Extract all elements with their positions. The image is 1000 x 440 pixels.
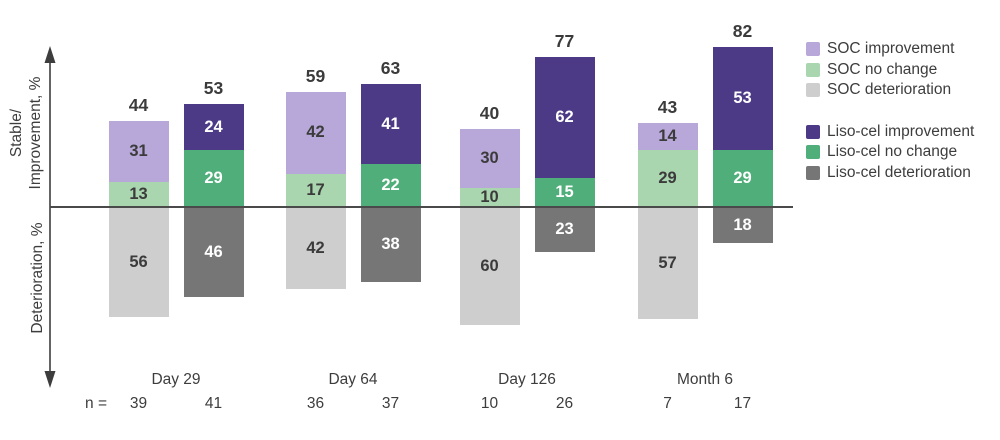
legend-item: Liso-cel improvement: [806, 122, 974, 143]
bar-segment-no-change: 15: [534, 177, 595, 207]
y-axis-arrow: [44, 46, 56, 388]
n-value: 37: [381, 395, 400, 412]
legend-label: SOC improvement: [827, 40, 955, 58]
bar-total-label: 43: [657, 97, 678, 118]
legend-label: SOC deterioration: [827, 81, 952, 99]
bar-segment-no-change: 29: [637, 150, 698, 207]
y-axis-upper-label: Stable/ Improvement, %: [8, 76, 44, 190]
bar-total-label: 44: [128, 95, 149, 116]
legend-group: Liso-cel improvement Liso-cel no change Li…: [806, 122, 974, 184]
bar-segment-deterioration: 42: [285, 207, 346, 290]
n-value: 7: [663, 395, 672, 412]
arrow-up-icon: [44, 46, 56, 63]
bar-total-label: 59: [305, 65, 326, 86]
bar-segment-no-change: 10: [459, 187, 520, 207]
y-axis-lower-label: Deterioration, %: [29, 222, 46, 334]
legend-swatch-icon: [806, 145, 820, 160]
legend-item: Liso-cel no change: [806, 142, 974, 163]
x-axis-group-label: Day 64: [328, 371, 378, 388]
bar-segment-improvement: 24: [183, 103, 244, 151]
bar-segment-improvement: 30: [459, 129, 520, 188]
bar-segment-improvement: 14: [637, 123, 698, 151]
legend: SOC improvement SOC no change SOC deterior…: [806, 39, 974, 183]
legend-swatch-icon: [806, 42, 820, 57]
bar-total-label: 63: [380, 58, 401, 79]
bar-segment-improvement: 62: [534, 56, 595, 178]
bar-total-label: 82: [732, 21, 753, 42]
legend-label: Liso-cel no change: [827, 143, 958, 161]
bar-segment-deterioration: 38: [360, 207, 421, 282]
bar-total-label: 53: [203, 77, 224, 98]
bar-segment-no-change: 13: [108, 181, 169, 207]
legend-swatch-icon: [806, 165, 820, 180]
bar-segment-no-change: 29: [712, 150, 773, 207]
bar-segment-improvement: 53: [712, 47, 773, 151]
n-equals-label: n =: [85, 395, 107, 412]
bar-segment-deterioration: 56: [108, 207, 169, 317]
legend-item: SOC deterioration: [806, 80, 974, 101]
x-axis-group-label: Day 29: [151, 371, 201, 388]
legend-swatch-icon: [806, 124, 820, 139]
bar-segment-no-change: 17: [285, 173, 346, 207]
bar-segment-deterioration: 57: [637, 207, 698, 319]
legend-label: SOC no change: [827, 60, 938, 78]
bar-segment-improvement: 41: [360, 84, 421, 165]
x-axis-group-label: Month 6: [676, 371, 733, 388]
legend-swatch-icon: [806, 83, 820, 98]
n-value: 36: [306, 395, 325, 412]
bar-segment-improvement: 42: [285, 91, 346, 174]
bar-segment-deterioration: 23: [534, 207, 595, 253]
zero-baseline: [50, 206, 793, 208]
n-value: 41: [204, 395, 223, 412]
x-axis-group-label: Day 126: [498, 371, 556, 388]
bar-segment-deterioration: 18: [712, 207, 773, 243]
bar-total-label: 77: [554, 30, 575, 51]
arrow-down-icon: [44, 371, 56, 388]
bar-segment-improvement: 31: [108, 121, 169, 182]
n-value: 10: [480, 395, 499, 412]
legend-item: Liso-cel deterioration: [806, 163, 974, 184]
bar-segment-deterioration: 60: [459, 207, 520, 325]
legend-item: SOC no change: [806, 60, 974, 81]
bar-segment-no-change: 22: [360, 164, 421, 207]
legend-label: Liso-cel deterioration: [827, 163, 971, 181]
legend-label: Liso-cel improvement: [827, 122, 975, 140]
n-value: 39: [129, 395, 148, 412]
legend-item: SOC improvement: [806, 39, 974, 60]
legend-group: SOC improvement SOC no change SOC deterior…: [806, 39, 974, 101]
bar-segment-no-change: 29: [183, 150, 244, 207]
bar-segment-deterioration: 46: [183, 207, 244, 298]
n-value: 17: [733, 395, 752, 412]
bar-total-label: 40: [479, 103, 500, 123]
n-value: 26: [555, 395, 574, 412]
legend-swatch-icon: [806, 62, 820, 77]
